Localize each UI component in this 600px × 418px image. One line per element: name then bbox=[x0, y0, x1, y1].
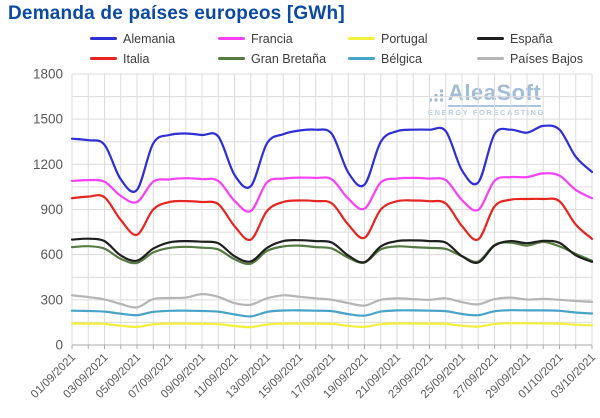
legend-label: España bbox=[510, 31, 553, 46]
legend-swatch-portugal bbox=[348, 37, 375, 40]
legend-swatch-italia bbox=[90, 57, 117, 60]
legend-item-paises-bajos: Países Bajos bbox=[477, 50, 595, 67]
legend-label: Alemania bbox=[123, 31, 176, 46]
series-line-alemania bbox=[70, 124, 594, 193]
legend-label: Bélgica bbox=[381, 51, 422, 66]
series-line-paises-bajos bbox=[70, 292, 594, 309]
legend-label: Italia bbox=[123, 51, 150, 66]
legend: Alemania Francia Portugal España Italia Gran … bbox=[90, 30, 595, 67]
series-line-portugal bbox=[70, 322, 594, 329]
legend-swatch-espana bbox=[477, 37, 504, 40]
y-tick-label: 0 bbox=[55, 338, 63, 353]
series-line-belgica bbox=[70, 309, 594, 318]
legend-swatch-francia bbox=[218, 37, 245, 40]
series-line-francia bbox=[70, 172, 594, 213]
legend-swatch-alemania bbox=[90, 37, 117, 40]
legend-label: Gran Bretaña bbox=[251, 51, 327, 66]
legend-item-espana: España bbox=[477, 30, 595, 47]
legend-swatch-gran-bretana bbox=[218, 57, 245, 60]
legend-swatch-paises-bajos bbox=[477, 57, 504, 60]
legend-label: Portugal bbox=[381, 31, 428, 46]
legend-item-belgica: Bélgica bbox=[348, 50, 477, 67]
y-tick-label: 300 bbox=[40, 292, 63, 307]
legend-item-francia: Francia bbox=[218, 30, 348, 47]
legend-swatch-belgica bbox=[348, 57, 375, 60]
chart-title: Demanda de países europeos [GWh] bbox=[8, 3, 345, 24]
series-line-italia bbox=[70, 194, 594, 242]
legend-item-alemania: Alemania bbox=[90, 30, 218, 47]
series-line-espana bbox=[70, 237, 594, 264]
aleasoft-tagline: ENERGY FORECASTING bbox=[428, 108, 546, 117]
legend-item-gran-bretana: Gran Bretaña bbox=[218, 50, 348, 67]
y-tick-label: 900 bbox=[40, 202, 63, 217]
legend-label: Países Bajos bbox=[510, 51, 583, 66]
legend-label: Francia bbox=[251, 31, 293, 46]
y-tick-label: 1200 bbox=[33, 157, 63, 172]
y-tick-label: 1500 bbox=[33, 112, 63, 127]
y-tick-label: 1800 bbox=[33, 67, 63, 82]
legend-item-italia: Italia bbox=[90, 50, 218, 67]
y-tick-label: 600 bbox=[40, 247, 63, 262]
legend-item-portugal: Portugal bbox=[348, 30, 477, 47]
demand-line-chart: 030060090012001500180001/09/202103/09/20… bbox=[29, 67, 598, 401]
